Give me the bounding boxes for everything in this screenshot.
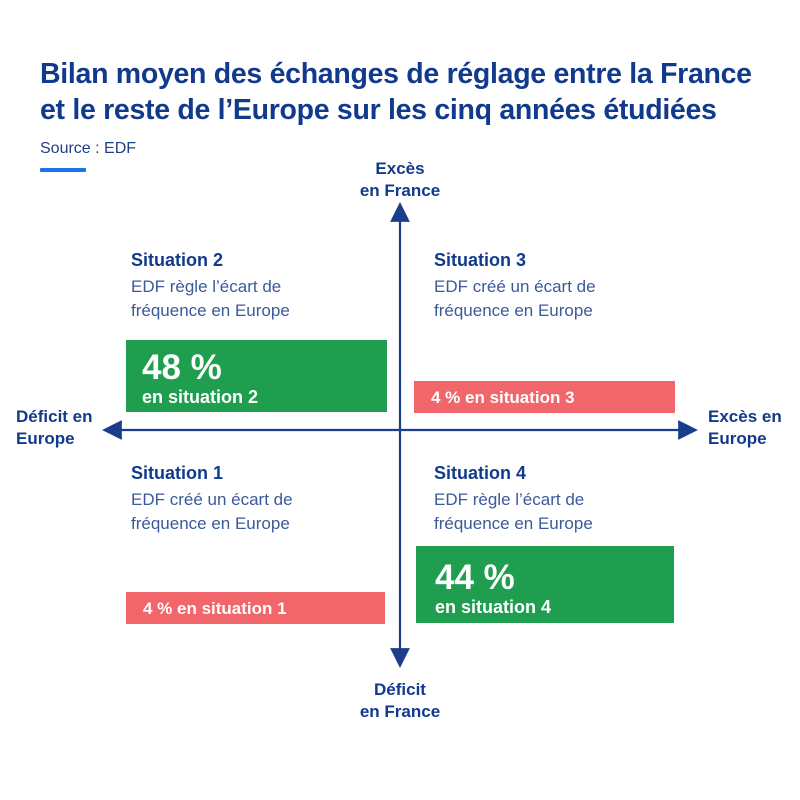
situation-4-heading: Situation 4 bbox=[434, 463, 527, 483]
situation-3-heading: Situation 3 bbox=[434, 250, 527, 270]
title-line-2: et le reste de l’Europe sur les cinq ann… bbox=[40, 94, 717, 126]
situation-2-desc: EDF règle l’écart de fréquence en Europe bbox=[131, 277, 290, 320]
situation-2-text: Situation 2 EDF règle l’écart de fréquen… bbox=[131, 248, 290, 323]
situation-2-share-value: 48 % bbox=[142, 348, 222, 387]
situation-2-share-box: 48 % en situation 2 bbox=[126, 340, 387, 412]
source-note: Source : EDF bbox=[40, 140, 137, 157]
situation-1-heading: Situation 1 bbox=[131, 463, 224, 483]
situation-4-text: Situation 4 EDF règle l’écart de fréquen… bbox=[434, 461, 593, 536]
situation-1-share-label: 4 % en situation 1 bbox=[143, 599, 287, 618]
situation-2-share-label: en situation 2 bbox=[142, 387, 259, 407]
situation-2-heading: Situation 2 bbox=[131, 250, 224, 270]
situation-4-share-value: 44 % bbox=[435, 558, 515, 597]
situation-1-text: Situation 1 EDF créé un écart de fréquen… bbox=[131, 461, 293, 536]
source-accent-bar bbox=[40, 168, 86, 172]
situation-1-desc: EDF créé un écart de fréquence en Europe bbox=[131, 490, 293, 533]
axis-label-top: Excès en France bbox=[359, 159, 441, 200]
situation-3-share-label: 4 % en situation 3 bbox=[431, 388, 575, 407]
axis-label-left: Déficit en Europe bbox=[16, 407, 93, 448]
situation-4-share-label: en situation 4 bbox=[435, 597, 552, 617]
title-line-1: Bilan moyen des échanges de réglage entr… bbox=[40, 58, 752, 90]
situation-3-desc: EDF créé un écart de fréquence en Europe bbox=[434, 277, 596, 320]
situation-1-share-box: 4 % en situation 1 bbox=[126, 592, 385, 624]
situation-4-desc: EDF règle l’écart de fréquence en Europe bbox=[434, 490, 593, 533]
axis-label-right: Excès en Europe bbox=[708, 407, 782, 448]
axis-label-bottom: Déficit en France bbox=[359, 680, 441, 721]
situation-4-share-box: 44 % en situation 4 bbox=[416, 546, 674, 623]
page-title: Bilan moyen des échanges de réglage entr… bbox=[40, 56, 780, 128]
situation-3-text: Situation 3 EDF créé un écart de fréquen… bbox=[434, 248, 596, 323]
situation-3-share-box: 4 % en situation 3 bbox=[414, 381, 675, 413]
